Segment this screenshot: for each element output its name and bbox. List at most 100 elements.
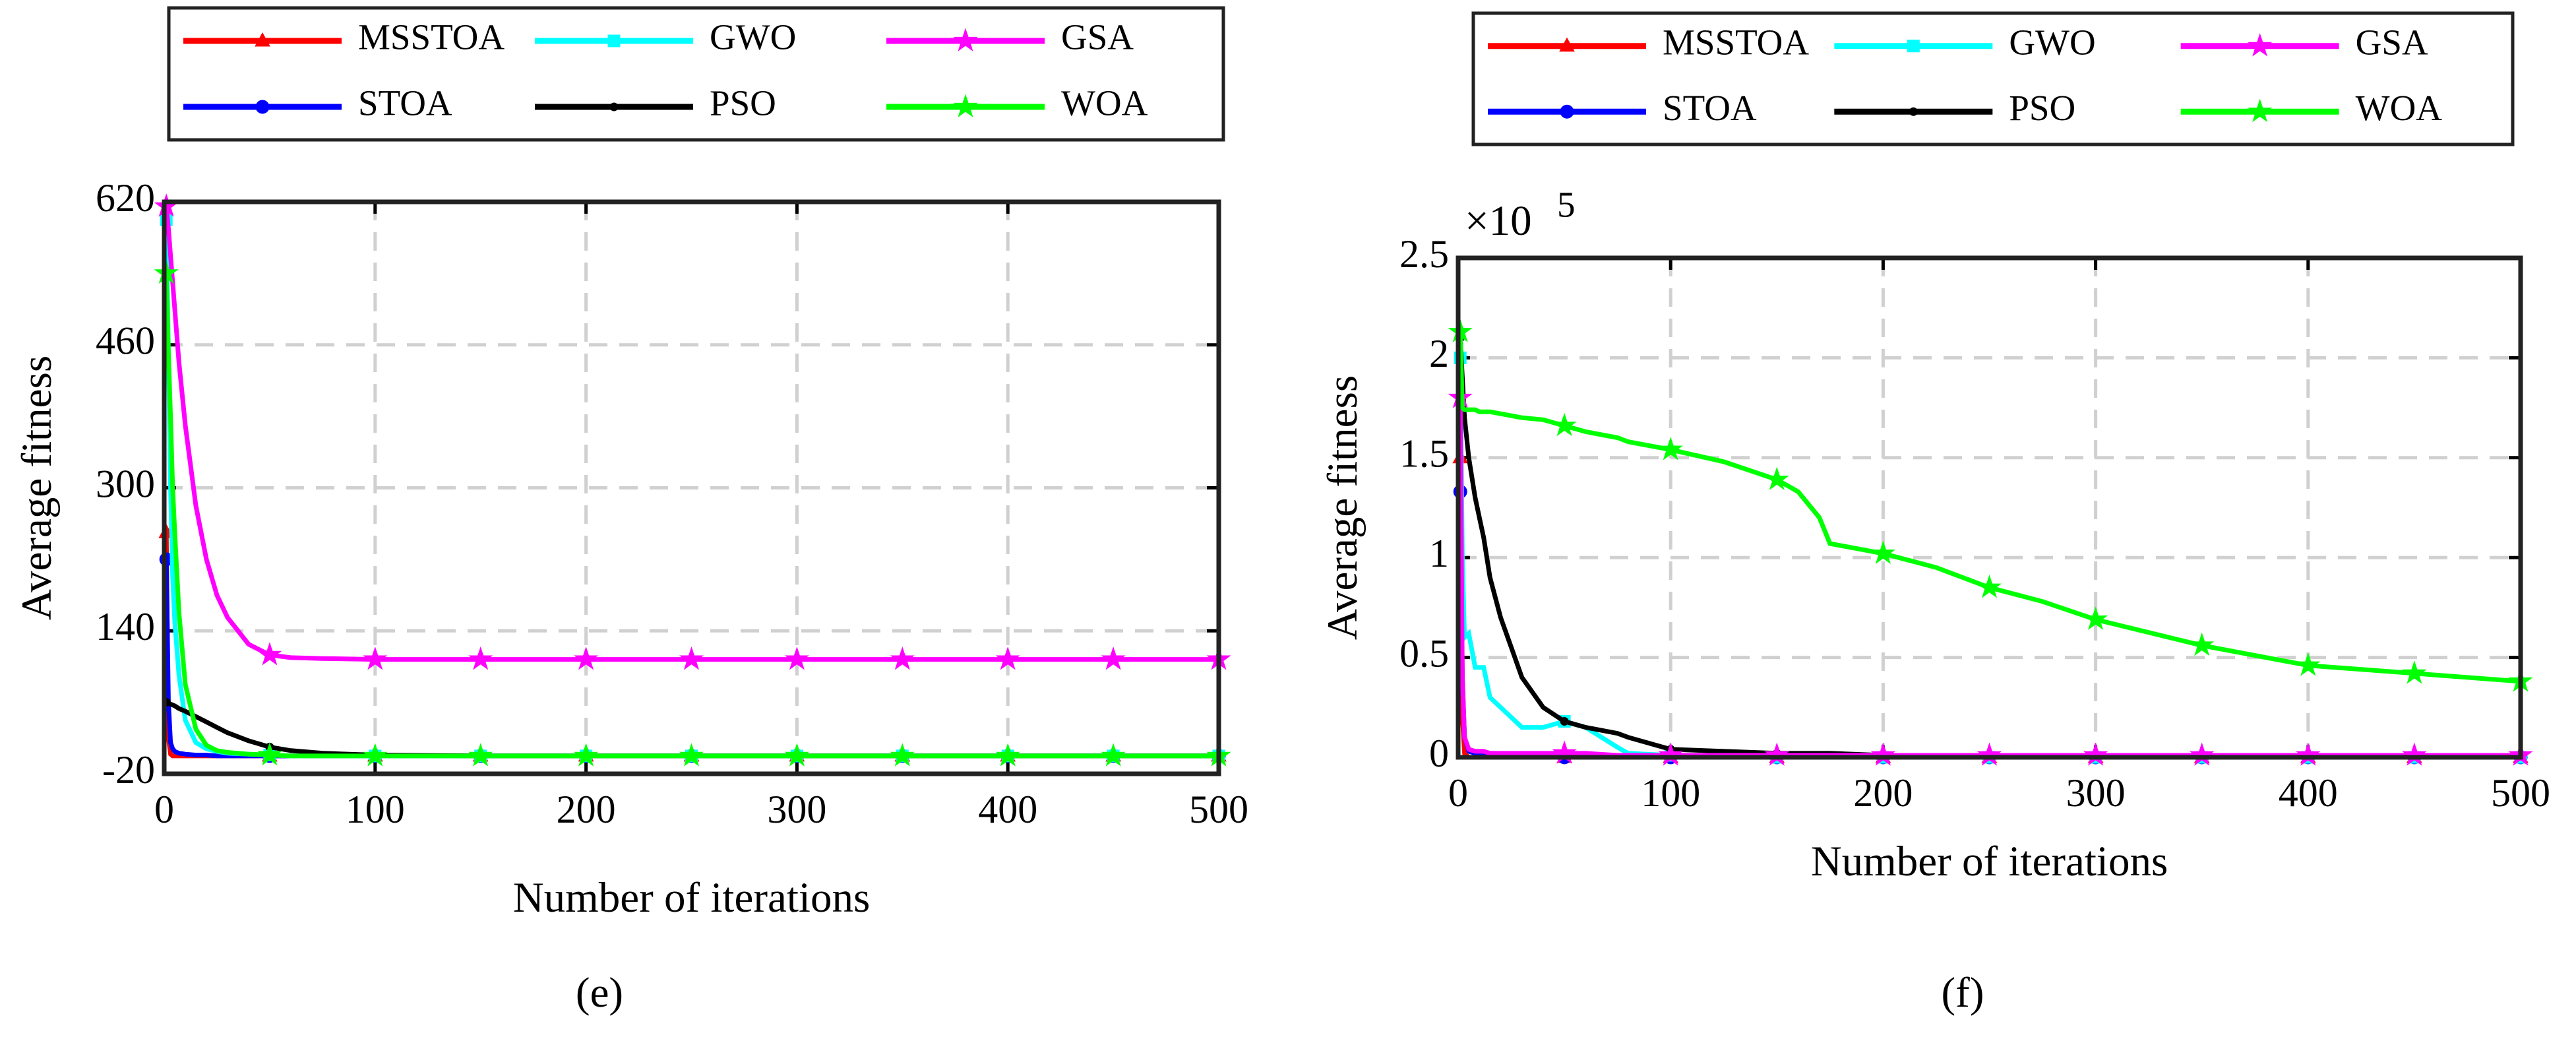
plot-frame [1456, 255, 2523, 760]
y-tick-label: 1 [1429, 532, 1449, 575]
marker [2083, 742, 2108, 766]
marker [1870, 742, 1896, 766]
series-line [1458, 337, 2521, 757]
y-tick-label: -20 [102, 748, 155, 792]
marker [1658, 437, 1683, 460]
x-tick-label: 300 [767, 788, 826, 831]
series-line [164, 532, 1219, 759]
marker [2083, 606, 2108, 630]
marker [255, 100, 270, 114]
marker [2190, 742, 2215, 766]
marker [1559, 37, 1575, 52]
x-tick-label: 100 [346, 788, 405, 831]
legend-label: MSSTOA [1663, 22, 1809, 62]
marker [468, 646, 493, 670]
x-tick-label: 100 [1641, 771, 1700, 815]
marker [679, 743, 704, 767]
legend-box [1471, 11, 2515, 146]
plot-frame [162, 199, 1221, 776]
y-scale-exponent: 5 [1557, 185, 1576, 225]
marker [574, 743, 599, 767]
legend-label: MSSTOA [358, 17, 505, 57]
marker [1560, 104, 1574, 119]
y-tick-label: 1.5 [1399, 432, 1449, 476]
marker [2296, 742, 2321, 766]
legend-label: GWO [2009, 22, 2095, 62]
marker [1101, 646, 1126, 670]
series-line [164, 273, 1219, 759]
y-tick-label: 460 [96, 319, 155, 363]
x-tick-label: 0 [1448, 771, 1468, 815]
marker [2402, 742, 2427, 766]
marker [468, 743, 493, 767]
marker [995, 743, 1020, 767]
marker [609, 102, 619, 111]
marker [257, 742, 282, 766]
caption: (e) [576, 969, 623, 1017]
series-line [1458, 457, 2521, 757]
y-tick-label: 140 [96, 605, 155, 648]
y-scale-label: ×10 [1465, 197, 1532, 245]
x-tick-label: 200 [1853, 771, 1913, 815]
x-axis-label: Number of iterations [1811, 838, 2168, 885]
y-tick-label: 0.5 [1399, 631, 1449, 675]
y-tick-label: 2.5 [1399, 232, 1449, 276]
x-tick-label: 0 [154, 788, 174, 831]
marker [2190, 632, 2215, 656]
marker [2402, 660, 2427, 684]
y-axis-label: Average fitness [13, 356, 61, 620]
x-axis-label: Number of iterations [513, 874, 871, 922]
marker [1764, 466, 1789, 490]
marker [1977, 742, 2002, 766]
marker [1764, 742, 1789, 766]
legend-label: PSO [710, 83, 776, 123]
x-tick-label: 300 [2066, 771, 2126, 815]
marker [953, 28, 978, 51]
marker [363, 646, 388, 670]
marker [784, 743, 809, 767]
x-tick-label: 400 [978, 788, 1037, 831]
legend-label: GWO [710, 17, 796, 57]
legend-label: STOA [358, 83, 452, 123]
y-tick-label: 620 [96, 176, 155, 220]
marker [255, 32, 270, 47]
y-tick-label: 300 [96, 462, 155, 505]
marker [890, 646, 915, 670]
series-line [1458, 491, 2521, 757]
series-line [1458, 397, 2521, 757]
marker [953, 94, 978, 117]
caption: (f) [1942, 969, 1984, 1017]
x-tick-label: 500 [1189, 788, 1248, 831]
marker [2296, 652, 2321, 676]
legend-label: GSA [2356, 22, 2428, 62]
marker [784, 646, 809, 670]
legend-label: PSO [2009, 88, 2075, 128]
legend-label: WOA [1061, 83, 1148, 123]
marker [1560, 716, 1569, 726]
marker [1977, 575, 2002, 598]
marker [574, 646, 599, 670]
marker [607, 34, 621, 47]
marker [1658, 742, 1683, 766]
series-line [164, 206, 1219, 662]
marker [2247, 33, 2273, 57]
y-tick-label: 0 [1429, 732, 1449, 775]
marker [995, 646, 1020, 670]
marker [363, 743, 388, 767]
marker [257, 642, 282, 666]
marker [1552, 412, 1577, 437]
y-tick-label: 2 [1429, 332, 1449, 375]
legend-box [167, 6, 1225, 142]
x-tick-label: 500 [2491, 771, 2550, 815]
x-tick-label: 200 [557, 788, 616, 831]
marker [2247, 98, 2273, 123]
y-axis-label: Average fitness [1319, 375, 1366, 640]
marker [1870, 540, 1896, 564]
legend-label: STOA [1663, 88, 1757, 128]
x-tick-label: 400 [2279, 771, 2338, 815]
marker [1909, 107, 1918, 116]
marker [679, 646, 704, 670]
marker [890, 743, 915, 767]
series-line [1458, 331, 2521, 684]
